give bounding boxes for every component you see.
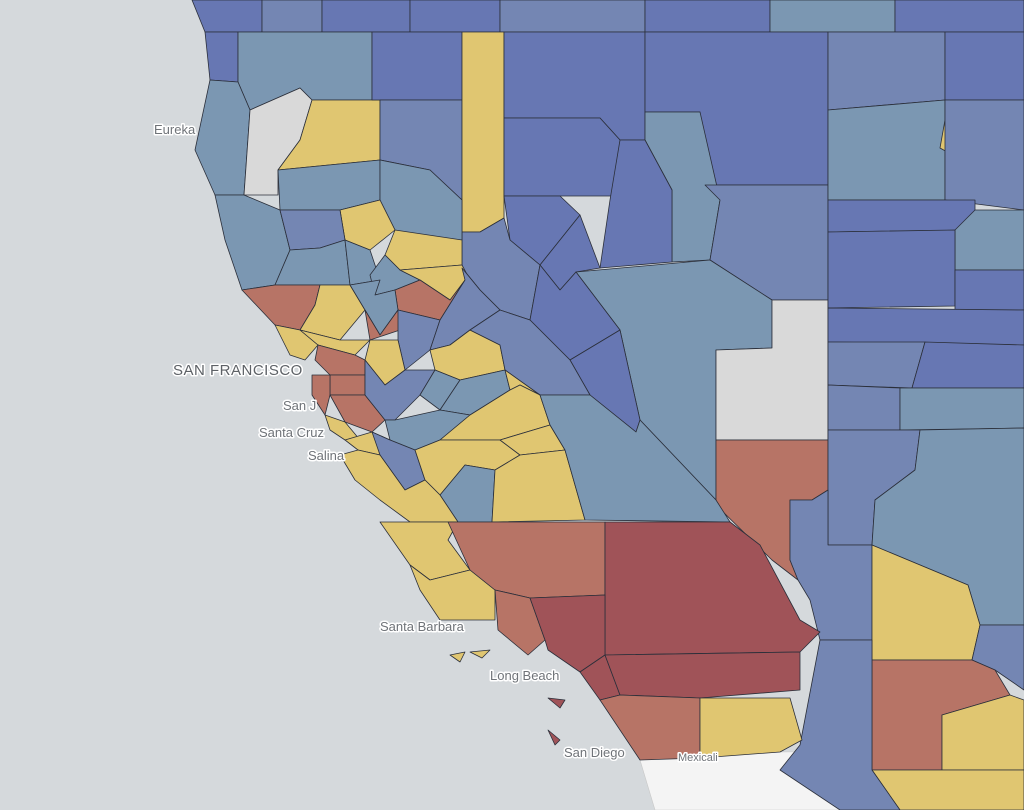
city-label-san-diego: San Diego [564,745,625,760]
county-region[interactable] [409,0,501,33]
city-label-san-jose: San J [283,398,316,413]
county-region[interactable] [769,0,896,33]
county-region[interactable] [827,99,946,201]
county-region[interactable] [204,31,239,83]
county-region[interactable] [944,31,1024,101]
county-region[interactable] [954,269,1024,311]
county-region[interactable] [329,394,386,433]
county-region[interactable] [944,99,1024,211]
county-region[interactable] [274,324,319,361]
county-region[interactable] [494,589,546,656]
city-label-long-beach: Long Beach [490,668,559,683]
county-region[interactable] [339,449,459,523]
county-region[interactable] [827,307,1024,346]
city-label-santa-barbara: Santa Barbara [380,619,465,634]
county-region[interactable] [827,229,956,309]
county-region[interactable] [599,139,673,269]
county-region[interactable] [469,649,491,659]
county-region[interactable] [547,729,561,746]
county-region[interactable] [397,309,441,371]
county-region[interactable] [299,329,371,356]
county-region[interactable] [827,31,946,111]
city-label-san-francisco: SAN FRANCISCO [173,362,303,379]
county-region[interactable] [329,374,366,396]
county-region[interactable] [827,199,976,233]
county-region[interactable] [499,0,646,33]
county-region[interactable] [779,639,901,810]
city-label-santa-cruz: Santa Cruz [259,425,324,440]
county-region[interactable] [547,697,566,709]
county-region[interactable] [604,651,801,699]
county-region[interactable] [539,394,731,523]
county-region[interactable] [644,0,771,33]
county-region[interactable] [311,374,331,416]
county-region[interactable] [899,387,1024,431]
county-region[interactable] [321,0,411,33]
county-region[interactable] [911,341,1024,389]
county-region[interactable] [261,0,323,33]
county-region[interactable] [503,117,629,197]
county-region[interactable] [449,651,466,663]
city-label-salinas: Salina [308,448,345,463]
county-region[interactable] [894,0,1024,33]
county-region[interactable] [827,384,901,431]
county-region[interactable] [971,624,1024,691]
county-region[interactable] [409,564,496,621]
county-region[interactable] [827,341,926,389]
county-region[interactable] [364,359,436,421]
county-region[interactable] [461,31,505,233]
county-region[interactable] [941,694,1024,771]
county-region[interactable] [371,31,463,101]
city-label-eureka: Eureka [154,122,196,137]
county-region[interactable] [699,697,803,759]
city-label-mexicali: Mexicali [678,752,718,764]
